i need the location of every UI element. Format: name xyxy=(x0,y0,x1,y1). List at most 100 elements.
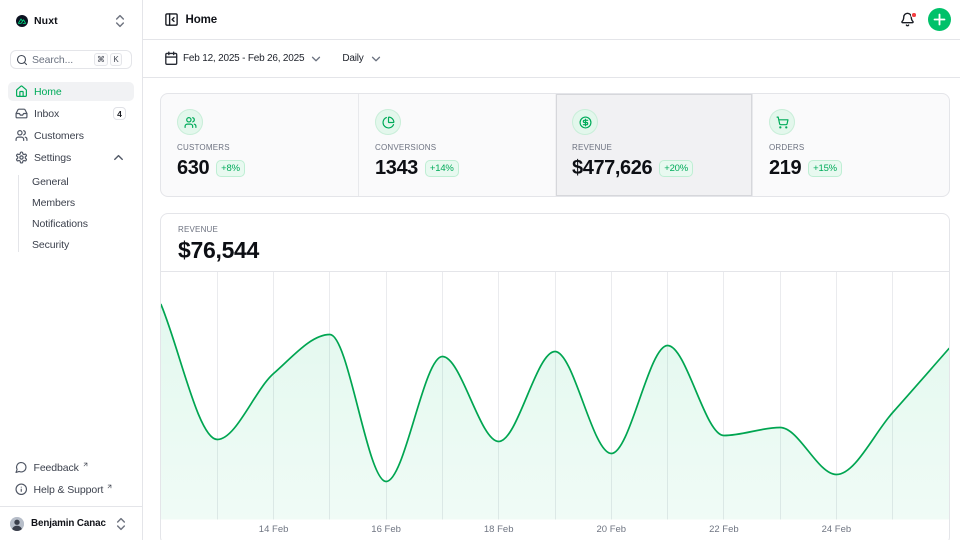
stat-label: CONVERSIONS xyxy=(375,143,437,152)
sidebar-footer-links: Feedback Help & Support xyxy=(8,458,134,499)
stat-value-row: 219 +15% xyxy=(769,157,935,180)
search-icon xyxy=(16,54,28,66)
chevrons-up-down-icon xyxy=(112,13,128,29)
search-input[interactable]: Search... ⌘ K xyxy=(10,50,132,69)
sidebar-subnav-settings: General Members Notifications Security xyxy=(8,173,134,255)
sidebar-subitem-label: Members xyxy=(32,196,76,209)
page-title: Home xyxy=(185,13,218,26)
x-axis-label: 22 Feb xyxy=(709,524,739,535)
sidebar-nav: Home Inbox 4 Customers Settings General Member… xyxy=(8,82,134,254)
sidebar-subitem-security[interactable]: Security xyxy=(24,236,134,255)
chart-x-axis: 14 Feb 16 Feb 18 Feb 20 Feb 22 Feb 24 Feb xyxy=(161,520,949,540)
stat-value-row: 630 +8% xyxy=(177,157,344,180)
stat-label: CUSTOMERS xyxy=(177,143,230,152)
page-content: CUSTOMERS 630 +8% CONVERSIONS 1343 +14% REVENU… xyxy=(143,78,960,540)
sidebar-item-label: Home xyxy=(34,85,62,98)
sidebar-item-settings[interactable]: Settings xyxy=(8,148,134,167)
sidebar-subitem-label: Notifications xyxy=(32,217,88,230)
period-label: Daily xyxy=(342,53,364,64)
nuxt-logo-icon xyxy=(16,14,28,27)
stat-value-row: $477,626 +20% xyxy=(572,157,738,180)
stat-delta-badge: +8% xyxy=(216,160,245,177)
inbox-icon xyxy=(15,107,28,120)
chart-title: REVENUE xyxy=(178,225,219,234)
chart-divider xyxy=(161,271,949,272)
period-select[interactable]: Daily xyxy=(342,52,382,66)
chevron-down-icon xyxy=(369,52,383,66)
x-axis-label: 14 Feb xyxy=(258,524,289,535)
sidebar-item-inbox[interactable]: Inbox 4 xyxy=(8,104,134,123)
notifications-button[interactable] xyxy=(900,12,917,27)
stat-delta-badge: +14% xyxy=(424,160,459,177)
toolbar: Feb 12, 2025 - Feb 26, 2025 Daily xyxy=(143,40,960,78)
arrow-up-right-icon xyxy=(106,483,113,490)
stat-card-customers[interactable]: CUSTOMERS 630 +8% xyxy=(161,94,358,196)
plus-icon xyxy=(931,11,948,28)
sidebar-subitem-label: General xyxy=(32,175,69,188)
sidebar-item-customers[interactable]: Customers xyxy=(8,126,134,145)
stat-card-revenue[interactable]: REVENUE $477,626 +20% xyxy=(555,94,752,196)
user-avatar xyxy=(10,516,24,531)
sidebar-item-label: Customers xyxy=(34,129,84,142)
chart-pie-icon xyxy=(382,116,395,129)
stat-value: 630 xyxy=(177,157,210,179)
x-axis-label: 18 Feb xyxy=(483,524,514,535)
revenue-area-chart[interactable] xyxy=(161,272,949,520)
add-button[interactable] xyxy=(928,8,951,31)
info-icon xyxy=(15,483,28,496)
sidebar: Nuxt Search... ⌘ K Home Inbox 4 Customers Se… xyxy=(0,0,143,540)
stat-icon-circle xyxy=(572,109,598,135)
sidebar-subitem-members[interactable]: Members xyxy=(24,194,134,213)
stat-value: $477,626 xyxy=(572,157,653,179)
inbox-count-badge: 4 xyxy=(113,107,126,120)
circle-dollar-sign-icon xyxy=(578,115,592,129)
workspace-switcher[interactable]: Nuxt xyxy=(0,0,142,41)
arrow-up-right-icon xyxy=(82,461,89,468)
sidebar-link-help-support[interactable]: Help & Support xyxy=(8,480,134,499)
stat-label: ORDERS xyxy=(769,143,805,152)
sidebar-link-label: Help & Support xyxy=(33,483,104,496)
notification-dot xyxy=(911,12,917,18)
sidebar-subitem-general[interactable]: General xyxy=(24,173,134,192)
search-placeholder: Search... xyxy=(32,53,74,66)
x-axis-label: 16 Feb xyxy=(371,524,401,535)
stat-value: 1343 xyxy=(375,157,418,179)
sidebar-link-feedback[interactable]: Feedback xyxy=(8,458,134,477)
stat-value-row: 1343 +14% xyxy=(375,157,541,180)
workspace-name: Nuxt xyxy=(34,14,58,27)
sidebar-item-label: Inbox xyxy=(34,107,60,120)
message-circle-icon xyxy=(15,461,28,474)
main-area: Home Feb 12, 2025 - Feb 26, 2025 Daily xyxy=(143,0,960,540)
stat-card-orders[interactable]: ORDERS 219 +15% xyxy=(752,94,949,196)
users-icon xyxy=(183,116,197,129)
chart-current-value: $76,544 xyxy=(178,237,260,263)
sidebar-spacer xyxy=(0,254,142,458)
date-range-label: Feb 12, 2025 - Feb 26, 2025 xyxy=(183,53,305,64)
sidebar-subitem-label: Security xyxy=(32,238,70,251)
date-range-picker[interactable]: Feb 12, 2025 - Feb 26, 2025 xyxy=(164,51,324,66)
sidebar-item-home[interactable]: Home xyxy=(8,82,134,101)
x-axis-label: 20 Feb xyxy=(596,524,627,535)
user-menu[interactable]: Benjamin Canac xyxy=(0,506,142,540)
stat-card-conversions[interactable]: CONVERSIONS 1343 +14% xyxy=(358,94,555,196)
users-icon xyxy=(15,129,28,142)
x-axis-label: 24 Feb xyxy=(821,524,852,535)
stat-icon-circle xyxy=(177,109,203,135)
collapse-sidebar-icon[interactable] xyxy=(164,12,179,27)
stat-delta-badge: +20% xyxy=(659,160,693,177)
page-header: Home xyxy=(143,0,960,40)
user-name: Benjamin Canac xyxy=(31,518,106,529)
kbd-k: K xyxy=(110,53,122,66)
stat-icon-circle xyxy=(375,109,401,135)
sidebar-subitem-notifications[interactable]: Notifications xyxy=(24,215,134,234)
header-actions xyxy=(900,8,951,31)
stat-value: 219 xyxy=(769,157,802,179)
sidebar-link-label: Feedback xyxy=(33,461,79,474)
chevron-up-icon xyxy=(111,150,126,165)
chevron-down-icon xyxy=(309,52,323,66)
stat-label: REVENUE xyxy=(572,143,613,152)
revenue-chart-card: REVENUE $76,544 14 Feb 16 Feb 18 Feb 20 Feb… xyxy=(160,213,950,540)
chevrons-up-down-icon xyxy=(113,516,129,532)
sidebar-item-label: Settings xyxy=(34,151,72,164)
